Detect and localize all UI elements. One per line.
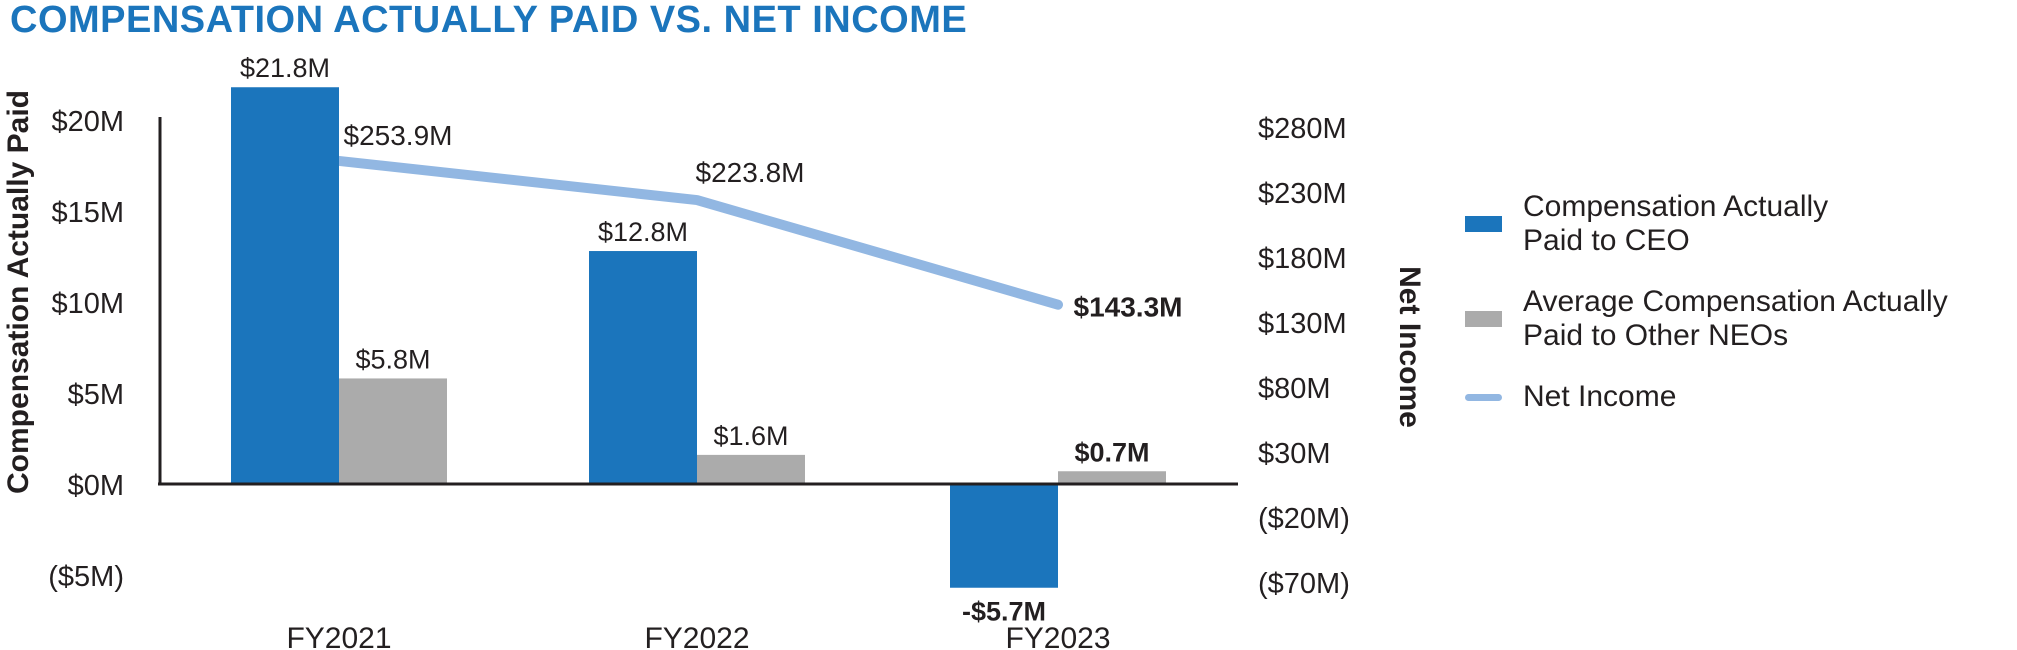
net-income-label-FY2022: $223.8M [696,157,805,188]
legend-swatch-net-income [1465,393,1502,401]
right-axis-tick-80: $80M [1258,373,1331,405]
x-category-label-FY2023: FY2023 [1005,622,1110,650]
legend-item-ceo: Compensation Actually Paid to CEO [1465,190,1948,258]
left-axis-tick-15: $15M [51,197,124,229]
bar-ceo-FY2022 [589,251,697,484]
left-axis-tick-10: $10M [51,288,124,320]
x-category-label-FY2022: FY2022 [644,622,749,650]
left-axis-tick-20: $20M [51,106,124,138]
legend-item-net-income: Net Income [1465,380,1948,414]
right-axis-tick--70: ($70M) [1258,568,1350,600]
left-axis-tick--5: ($5M) [48,561,124,593]
legend-swatch-ceo [1465,216,1502,232]
bar-label-neo-FY2021: $5.8M [355,344,430,374]
left-axis-tick-5: $5M [68,379,124,411]
bar-label-neo-FY2022: $1.6M [713,421,788,451]
bar-ceo-FY2021 [231,87,339,485]
right-axis-tick-280: $280M [1258,113,1347,145]
bar-ceo-FY2023 [950,484,1058,588]
right-axis-tick-180: $180M [1258,243,1347,275]
left-axis-tick-0: $0M [68,470,124,502]
legend-label-neo: Average Compensation Actually Paid to Oth… [1523,285,1948,352]
bar-label-ceo-FY2022: $12.8M [598,217,688,247]
bar-label-ceo-FY2023: -$5.7M [962,597,1046,627]
x-category-label-FY2021: FY2021 [286,622,391,650]
bar-neo-FY2023 [1058,471,1166,484]
right-axis-title: Net Income [1393,266,1426,428]
legend-label-net-income: Net Income [1523,380,1677,413]
bar-label-neo-FY2023: $0.7M [1074,437,1149,467]
legend: Compensation Actually Paid to CEO Average … [1465,190,1948,414]
right-axis-tick-230: $230M [1258,178,1347,210]
right-axis-tick-130: $130M [1258,308,1347,340]
left-axis-title: Compensation Actually Paid [2,90,35,494]
bar-label-ceo-FY2021: $21.8M [240,53,330,83]
net-income-label-FY2021: $253.9M [344,120,453,151]
bar-neo-FY2022 [697,454,805,484]
net-income-label-FY2023: $143.3M [1074,292,1183,323]
right-axis-tick-30: $30M [1258,438,1331,470]
chart-title: COMPENSATION ACTUALLY PAID VS. NET INCOM… [10,0,968,41]
legend-label-ceo: Compensation Actually Paid to CEO [1523,190,1829,257]
right-axis-tick--20: ($20M) [1258,503,1350,535]
legend-swatch-neo [1465,311,1502,327]
bar-neo-FY2021 [339,378,447,484]
legend-item-neo: Average Compensation Actually Paid to Oth… [1465,285,1948,353]
